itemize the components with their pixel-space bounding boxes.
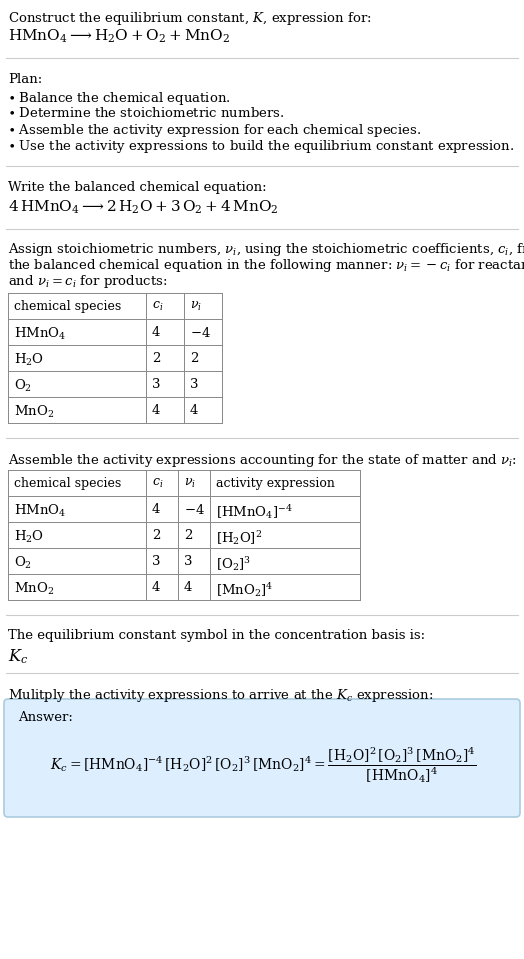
Text: $\bullet$ Use the activity expressions to build the equilibrium constant express: $\bullet$ Use the activity expressions t…	[8, 138, 515, 155]
Text: chemical species: chemical species	[14, 300, 121, 313]
Text: The equilibrium constant symbol in the concentration basis is:: The equilibrium constant symbol in the c…	[8, 629, 425, 642]
Text: the balanced chemical equation in the following manner: $\nu_i = -c_i$ for react: the balanced chemical equation in the fo…	[8, 257, 524, 274]
Text: Construct the equilibrium constant, $K$, expression for:: Construct the equilibrium constant, $K$,…	[8, 10, 372, 27]
Text: $\bullet$ Balance the chemical equation.: $\bullet$ Balance the chemical equation.	[8, 90, 231, 107]
Text: $[\mathrm{MnO_2}]^4$: $[\mathrm{MnO_2}]^4$	[216, 581, 274, 599]
Text: $\mathrm{MnO_2}$: $\mathrm{MnO_2}$	[14, 581, 54, 597]
Text: $\mathrm{HMnO_4} \longrightarrow \mathrm{H_2O + O_2 + MnO_2}$: $\mathrm{HMnO_4} \longrightarrow \mathrm…	[8, 28, 230, 45]
Text: activity expression: activity expression	[216, 477, 335, 490]
Text: 4: 4	[152, 326, 160, 339]
Text: Assign stoichiometric numbers, $\nu_i$, using the stoichiometric coefficients, $: Assign stoichiometric numbers, $\nu_i$, …	[8, 241, 524, 258]
Text: $[\mathrm{O_2}]^3$: $[\mathrm{O_2}]^3$	[216, 555, 251, 573]
Text: $[\mathrm{HMnO_4}]^{-4}$: $[\mathrm{HMnO_4}]^{-4}$	[216, 503, 292, 521]
Text: Answer:: Answer:	[18, 711, 73, 724]
Text: and $\nu_i = c_i$ for products:: and $\nu_i = c_i$ for products:	[8, 273, 168, 290]
Text: 4: 4	[184, 581, 192, 594]
Text: 3: 3	[152, 555, 160, 568]
FancyBboxPatch shape	[4, 699, 520, 817]
Text: Mulitply the activity expressions to arrive at the $K_c$ expression:: Mulitply the activity expressions to arr…	[8, 687, 433, 704]
Text: $\mathrm{MnO_2}$: $\mathrm{MnO_2}$	[14, 404, 54, 420]
Text: $\mathrm{HMnO_4}$: $\mathrm{HMnO_4}$	[14, 503, 66, 519]
Text: $c_i$: $c_i$	[152, 477, 163, 490]
Text: $\mathrm{HMnO_4}$: $\mathrm{HMnO_4}$	[14, 326, 66, 342]
Text: 3: 3	[184, 555, 192, 568]
Text: $c_i$: $c_i$	[152, 300, 163, 313]
Text: $K_c = [\mathrm{HMnO_4}]^{-4}\,[\mathrm{H_2O}]^2\,[\mathrm{O_2}]^3\,[\mathrm{MnO: $K_c = [\mathrm{HMnO_4}]^{-4}\,[\mathrm{…	[50, 745, 476, 784]
Text: $\mathrm{O_2}$: $\mathrm{O_2}$	[14, 555, 32, 572]
Text: Write the balanced chemical equation:: Write the balanced chemical equation:	[8, 181, 267, 194]
Text: $\mathrm{H_2O}$: $\mathrm{H_2O}$	[14, 352, 44, 368]
Text: $K_c$: $K_c$	[8, 647, 28, 666]
Text: $-4$: $-4$	[190, 326, 211, 340]
Text: $\mathrm{O_2}$: $\mathrm{O_2}$	[14, 378, 32, 394]
Text: $\nu_i$: $\nu_i$	[190, 300, 202, 313]
Text: 2: 2	[152, 529, 160, 542]
Text: 4: 4	[190, 404, 199, 417]
Text: 4: 4	[152, 404, 160, 417]
Text: chemical species: chemical species	[14, 477, 121, 490]
Text: 2: 2	[190, 352, 199, 365]
Text: 4: 4	[152, 503, 160, 516]
Text: $-4$: $-4$	[184, 503, 205, 517]
Text: $\nu_i$: $\nu_i$	[184, 477, 196, 490]
Text: Assemble the activity expressions accounting for the state of matter and $\nu_i$: Assemble the activity expressions accoun…	[8, 452, 517, 469]
Text: $[\mathrm{H_2O}]^2$: $[\mathrm{H_2O}]^2$	[216, 529, 263, 547]
Text: Plan:: Plan:	[8, 73, 42, 86]
Text: $\bullet$ Assemble the activity expression for each chemical species.: $\bullet$ Assemble the activity expressi…	[8, 122, 421, 139]
Text: 3: 3	[190, 378, 199, 391]
Text: $4\,\mathrm{HMnO_4} \longrightarrow 2\,\mathrm{H_2O} + 3\,\mathrm{O_2} + 4\,\mat: $4\,\mathrm{HMnO_4} \longrightarrow 2\,\…	[8, 199, 279, 217]
Text: 2: 2	[152, 352, 160, 365]
Text: 4: 4	[152, 581, 160, 594]
Text: $\mathrm{H_2O}$: $\mathrm{H_2O}$	[14, 529, 44, 545]
Text: 2: 2	[184, 529, 192, 542]
Text: $\bullet$ Determine the stoichiometric numbers.: $\bullet$ Determine the stoichiometric n…	[8, 106, 285, 120]
Text: 3: 3	[152, 378, 160, 391]
